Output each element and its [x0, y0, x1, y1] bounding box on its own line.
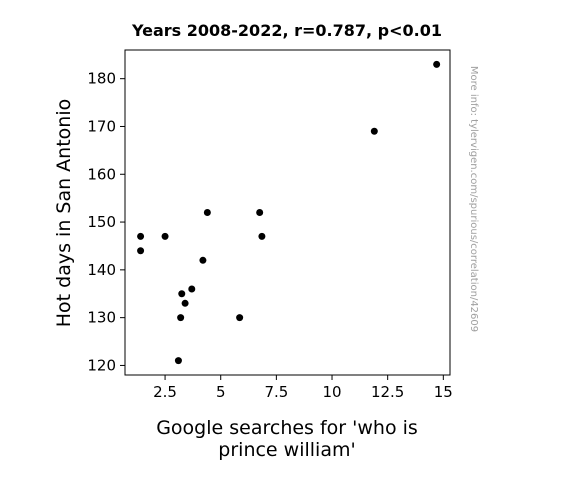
- data-point: [178, 290, 186, 298]
- y-axis: 120 130 140 150 160 170 180: [87, 70, 125, 374]
- data-point: [236, 314, 244, 322]
- y-tick-label: 140: [87, 261, 116, 279]
- x-axis: 2.5 5 7.5 10 12.5 15: [153, 375, 453, 401]
- x-tick-label: 5: [216, 383, 226, 401]
- data-point: [256, 209, 264, 216]
- plot-area: [124, 49, 451, 376]
- y-tick-label: 120: [87, 356, 116, 374]
- y-tick-label: 170: [87, 117, 116, 135]
- x-tick-label: 12.5: [371, 383, 404, 401]
- y-tick-label: 160: [87, 165, 116, 183]
- data-point: [258, 232, 266, 240]
- data-point: [174, 357, 182, 365]
- data-points: [137, 60, 441, 365]
- data-point: [181, 299, 189, 307]
- y-tick-label: 150: [87, 213, 116, 231]
- chart-title: Years 2008-2022, r=0.787, p<0.01: [131, 21, 442, 40]
- data-point: [203, 209, 211, 216]
- x-axis-label-line-1: Google searches for 'who is: [156, 417, 418, 439]
- y-tick-label: 130: [87, 309, 116, 327]
- x-tick-label: 15: [434, 383, 453, 401]
- data-point: [177, 314, 185, 322]
- data-point: [188, 285, 196, 293]
- data-point: [137, 232, 145, 240]
- x-tick-label: 7.5: [264, 383, 288, 401]
- x-tick-label: 2.5: [153, 383, 177, 401]
- x-tick-label: 10: [322, 383, 341, 401]
- data-point: [370, 127, 378, 135]
- y-tick-label: 180: [87, 70, 116, 88]
- data-point: [161, 232, 169, 240]
- x-axis-label-line-2: prince william': [218, 439, 355, 461]
- data-point: [199, 256, 207, 264]
- source-note: More info: tylervigen.com/spurious/corre…: [468, 66, 479, 332]
- data-point: [137, 247, 145, 255]
- y-axis-label: Hot days in San Antonio: [53, 99, 75, 328]
- data-point: [433, 60, 441, 68]
